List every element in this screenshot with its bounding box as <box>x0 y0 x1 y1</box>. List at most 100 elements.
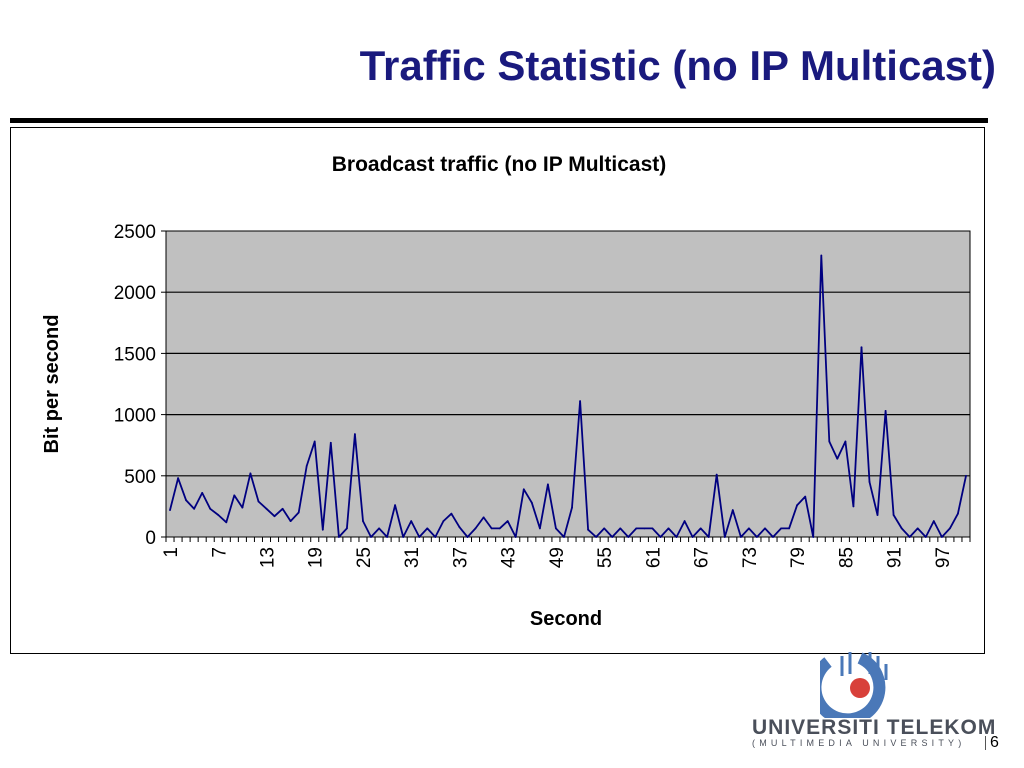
data-point <box>876 514 879 516</box>
data-point <box>482 516 485 519</box>
x-tick-label: 25 <box>354 547 375 568</box>
title-divider <box>10 118 988 123</box>
data-point <box>965 474 967 477</box>
data-point <box>780 527 782 530</box>
data-point <box>217 514 220 516</box>
data-point <box>402 536 405 538</box>
data-point <box>619 527 622 530</box>
data-point <box>241 506 244 509</box>
x-tick-label: 73 <box>740 547 761 568</box>
data-point <box>321 528 324 531</box>
data-point <box>386 536 388 538</box>
data-point <box>506 520 509 522</box>
data-point <box>707 536 710 538</box>
data-point <box>667 527 670 530</box>
x-tick-label: 7 <box>209 547 230 558</box>
data-point <box>579 400 581 402</box>
chart-container: Broadcast traffic (no IP Multicast) 0 500… <box>10 127 985 654</box>
data-point <box>329 441 332 444</box>
data-point <box>233 494 236 497</box>
data-point <box>932 520 935 522</box>
data-point <box>547 483 549 486</box>
x-tick-label: 13 <box>258 547 279 568</box>
data-point <box>900 527 903 530</box>
data-point <box>378 527 380 530</box>
data-point <box>740 536 742 538</box>
data-point <box>699 527 702 530</box>
data-point <box>924 536 927 538</box>
x-tick-label: 37 <box>450 547 471 568</box>
data-point <box>354 433 356 436</box>
page-divider <box>985 736 986 750</box>
data-point <box>788 527 790 530</box>
data-point <box>635 527 638 530</box>
data-point <box>587 528 589 531</box>
data-point <box>916 527 919 530</box>
x-tick-label: 91 <box>885 547 906 568</box>
data-point <box>458 526 461 529</box>
y-tick-label: 1000 <box>114 406 156 427</box>
series-layer <box>169 254 967 538</box>
data-point <box>852 505 855 508</box>
y-tick-label: 0 <box>145 528 156 549</box>
data-point <box>177 477 180 480</box>
data-point <box>257 500 260 503</box>
x-tick-label: 61 <box>643 547 664 568</box>
data-point <box>514 536 517 538</box>
data-point <box>305 465 308 467</box>
data-point <box>474 527 477 530</box>
x-tick-label: 97 <box>933 547 954 568</box>
data-point <box>418 536 421 538</box>
broadcast-traffic-chart: Broadcast traffic (no IP Multicast) 0 500… <box>41 153 971 630</box>
x-axis-ticks: 1 7 13 19 25 31 37 43 49 55 61 67 73 79 85 91 97 <box>161 537 971 568</box>
data-point <box>193 507 196 510</box>
data-point <box>281 507 284 510</box>
data-point <box>410 520 413 522</box>
data-point <box>941 536 943 538</box>
data-point <box>225 521 228 524</box>
x-tick-label: 31 <box>402 547 423 568</box>
x-tick-label: 19 <box>306 547 327 568</box>
series-line-0 <box>169 254 967 538</box>
data-point <box>675 536 678 538</box>
data-point <box>313 440 316 443</box>
data-point <box>715 473 718 476</box>
x-tick-label: 43 <box>499 547 520 568</box>
x-tick-label: 1 <box>161 547 182 558</box>
data-point <box>442 520 445 522</box>
data-point <box>611 536 614 538</box>
data-point <box>957 512 959 515</box>
data-point <box>860 346 863 349</box>
chart-title: Broadcast traffic (no IP Multicast) <box>332 153 667 176</box>
data-point <box>683 520 686 522</box>
x-tick-label: 55 <box>595 547 616 568</box>
data-point <box>836 457 839 460</box>
data-point <box>539 527 541 530</box>
data-point <box>949 527 951 530</box>
data-point <box>772 536 774 538</box>
data-point <box>249 472 252 475</box>
data-point <box>868 481 871 483</box>
brand-name: UNIVERSITI TELEKOM <box>752 716 997 739</box>
data-point <box>362 520 364 522</box>
data-point <box>651 527 654 530</box>
data-point <box>643 527 646 530</box>
data-point <box>603 527 606 530</box>
page-number: 6 <box>990 734 999 751</box>
data-point <box>346 527 348 530</box>
data-point <box>731 509 734 511</box>
data-point <box>908 536 911 538</box>
data-point <box>426 527 429 530</box>
y-tick-label: 1500 <box>114 344 156 365</box>
data-point <box>522 488 525 491</box>
data-point <box>804 495 807 498</box>
data-point <box>796 504 798 507</box>
data-point <box>297 511 300 514</box>
x-tick-label: 85 <box>836 547 857 568</box>
y-axis-label: Bit per second <box>41 315 63 454</box>
data-point <box>892 514 895 516</box>
data-point <box>659 536 662 538</box>
x-tick-label: 49 <box>547 547 568 568</box>
data-point <box>563 536 565 538</box>
y-tick-label: 500 <box>124 467 156 488</box>
